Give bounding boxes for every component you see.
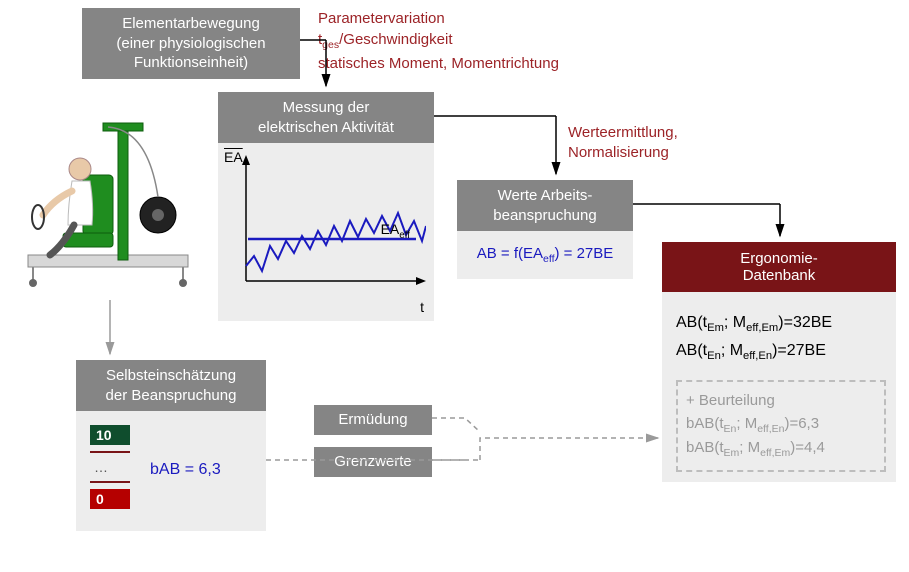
apparatus-illustration bbox=[8, 105, 208, 305]
param-l2: tges/Geschwindigkeit bbox=[318, 29, 559, 53]
chip-0: 0 bbox=[90, 489, 130, 509]
param-l1: Parametervariation bbox=[318, 8, 559, 29]
ermuedung-box: Ermüdung bbox=[314, 405, 432, 435]
parametervariation-label: Parametervariation tges/Geschwindigkeit … bbox=[318, 8, 559, 74]
elementarbewegung-box: Elementarbewegung (einer physiologischen… bbox=[82, 8, 300, 79]
beurteilung-box: + Beurteilung bAB(tEn; Meff,En)=6,3 bAB(… bbox=[676, 380, 886, 472]
elementarbewegung-l1: Elementarbewegung bbox=[92, 14, 290, 34]
elementarbewegung-l3: Funktionseinheit) bbox=[92, 53, 290, 73]
bab-value: bAB = 6,3 bbox=[150, 461, 221, 479]
ergonomie-box: Ergonomie- Datenbank AB(tEm; Meff,Em)=32… bbox=[662, 242, 896, 482]
ea-y-label: EA bbox=[224, 149, 243, 165]
ea-x-label: t bbox=[420, 299, 424, 315]
messung-chart-body: EA t EAeff bbox=[218, 143, 434, 321]
messung-header: Messung der elektrischen Aktivität bbox=[218, 92, 434, 143]
beurteilung-r2: bAB(tEm; Meff,Em)=4,4 bbox=[686, 437, 876, 462]
chip-10: 10 bbox=[90, 425, 130, 445]
param-l3: statisches Moment, Momentrichtung bbox=[318, 53, 559, 74]
ergonomie-header: Ergonomie- Datenbank bbox=[662, 242, 896, 292]
ea-eff-label: EAeff bbox=[381, 221, 410, 241]
werte-formula: AB = f(EAeff) = 27BE bbox=[457, 231, 633, 279]
ergonomie-body: AB(tEm; Meff,Em)=32BE AB(tEn; Meff,En)=2… bbox=[662, 292, 896, 482]
db-row-1: AB(tEm; Meff,Em)=32BE bbox=[676, 310, 886, 338]
werte-header: Werte Arbeits- beanspruchung bbox=[457, 180, 633, 231]
elementarbewegung-l2: (einer physiologischen bbox=[92, 34, 290, 54]
messung-box: Messung der elektrischen Aktivität EA t … bbox=[218, 92, 434, 321]
chip-dots: … bbox=[90, 459, 130, 475]
beurteilung-r1: bAB(tEn; Meff,En)=6,3 bbox=[686, 413, 876, 438]
werte-box: Werte Arbeits- beanspruchung AB = f(EAef… bbox=[457, 180, 633, 279]
selbst-header: Selbsteinschätzung der Beanspruchung bbox=[76, 360, 266, 411]
grenzwerte-box: Grenzwerte bbox=[314, 447, 432, 477]
db-row-2: AB(tEn; Meff,En)=27BE bbox=[676, 338, 886, 366]
selbst-box: Selbsteinschätzung der Beanspruchung 10 … bbox=[76, 360, 266, 531]
rating-scale: 10 … 0 bbox=[90, 425, 130, 509]
werteermittlung-label: Werteermittlung, Normalisierung bbox=[568, 123, 678, 162]
selbst-body: 10 … 0 bAB = 6,3 bbox=[76, 411, 266, 531]
